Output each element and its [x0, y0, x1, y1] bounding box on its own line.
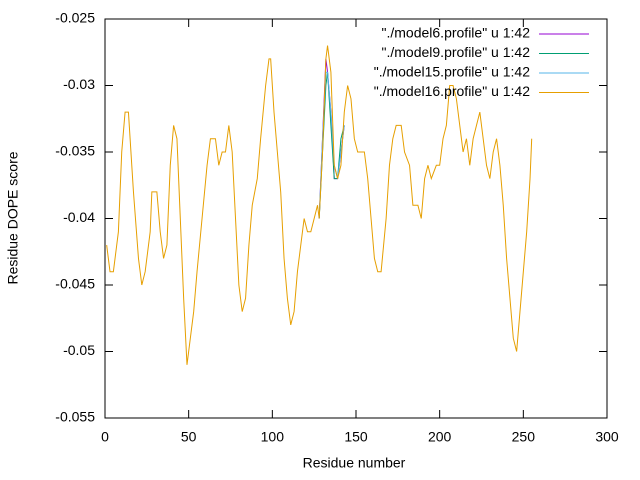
legend-label: "./model15.profile" u 1:42: [374, 64, 530, 80]
y-axis-label: Residue DOPE score: [5, 151, 21, 284]
y-tick-label: -0.04: [63, 209, 95, 225]
legend-label: "./model16.profile" u 1:42: [374, 83, 530, 99]
x-tick-label: 150: [344, 429, 368, 445]
y-tick-label: -0.055: [55, 409, 95, 425]
x-tick-label: 0: [101, 429, 109, 445]
x-tick-label: 100: [261, 429, 285, 445]
series-line: [106, 45, 533, 365]
x-axis-label: Residue number: [303, 455, 406, 471]
x-tick-label: 50: [181, 429, 197, 445]
legend-label: "./model9.profile" u 1:42: [382, 44, 531, 60]
y-tick-label: -0.025: [55, 10, 95, 26]
y-tick-label: -0.03: [63, 76, 95, 92]
legend-label: "./model6.profile" u 1:42: [382, 25, 531, 41]
x-tick-label: 300: [595, 429, 619, 445]
y-tick-label: -0.045: [55, 276, 95, 292]
x-tick-label: 250: [512, 429, 536, 445]
y-tick-label: -0.05: [63, 342, 95, 358]
x-tick-label: 200: [428, 429, 452, 445]
y-tick-label: -0.035: [55, 143, 95, 159]
